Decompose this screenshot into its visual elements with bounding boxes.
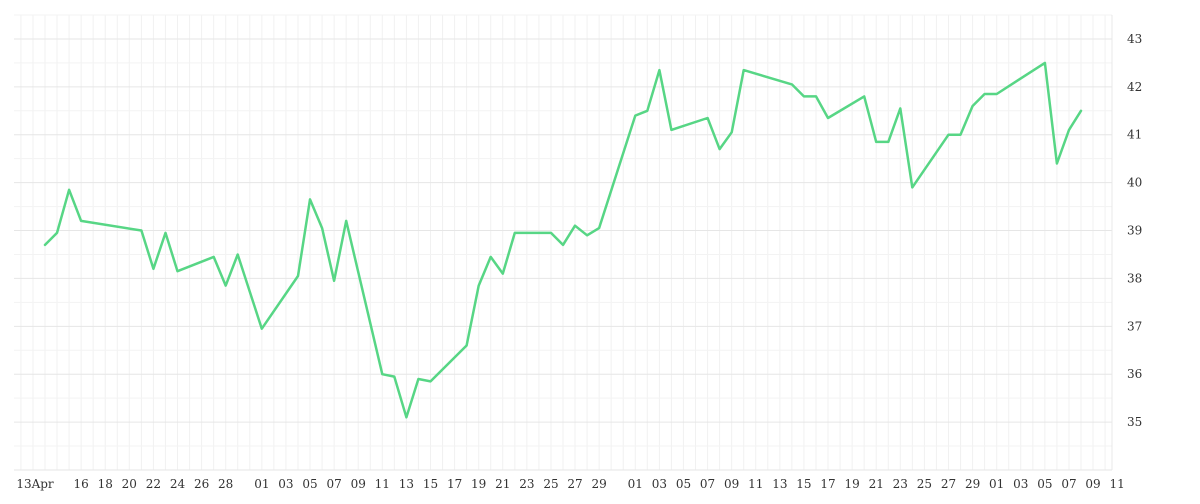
y-tick-label: 38 (1127, 271, 1142, 285)
x-tick-label: 23 (893, 477, 908, 491)
y-tick-label: 36 (1127, 367, 1142, 381)
y-tick-label: 43 (1127, 32, 1142, 46)
x-tick-label: 11 (375, 477, 390, 491)
y-tick-label: 41 (1127, 128, 1142, 142)
x-tick-label: 09 (724, 477, 739, 491)
x-tick-label: 22 (146, 477, 161, 491)
x-tick-label: 03 (278, 477, 293, 491)
y-tick-label: 42 (1127, 80, 1142, 94)
x-tick-label: 16 (73, 477, 88, 491)
axes: 35 36 37 38 39 40 41 42 43 13Apr 16 18 20 22 24 26 28 01 0… (16, 15, 1142, 491)
x-tick-label: 19 (844, 477, 859, 491)
x-tick-label: 24 (170, 477, 186, 491)
x-tick-label: 11 (748, 477, 763, 491)
x-tick-label: 07 (1061, 477, 1076, 491)
y-tick-label: 35 (1127, 415, 1142, 429)
x-tick-label: 15 (423, 477, 438, 491)
x-tick-label: 26 (194, 477, 209, 491)
x-tick-label: 29 (591, 477, 606, 491)
series (43, 61, 1083, 419)
x-tick-label: 05 (676, 477, 691, 491)
x-tick-label: 13 (399, 477, 414, 491)
x-tick-label: 23 (519, 477, 534, 491)
x-tick-label: 27 (941, 477, 956, 491)
x-tick-label: 27 (567, 477, 582, 491)
x-tick-label: 17 (820, 477, 835, 491)
x-tick-label: 05 (302, 477, 317, 491)
x-tick-label: 18 (98, 477, 113, 491)
x-tick-label: 28 (218, 477, 233, 491)
x-tick-label: 13 (772, 477, 787, 491)
x-tick-label: 05 (1037, 477, 1052, 491)
grid (14, 14, 1112, 471)
x-tick-label: 20 (122, 477, 137, 491)
x-tick-label: 01 (628, 477, 643, 491)
x-tick-label: 01 (989, 477, 1004, 491)
x-tick-label: 03 (1013, 477, 1028, 491)
y-tick-label: 39 (1127, 224, 1142, 238)
x-tick-label: 11 (1109, 477, 1124, 491)
x-tick-label: 25 (543, 477, 558, 491)
x-tick-label: 09 (351, 477, 366, 491)
y-tick-label: 40 (1127, 176, 1142, 190)
series-line (43, 61, 1083, 419)
x-tick-label: 29 (965, 477, 980, 491)
x-tick-label: 07 (326, 477, 341, 491)
x-tick-label: 07 (700, 477, 715, 491)
x-tick-label: 21 (495, 477, 510, 491)
x-tick-label: 13Apr (16, 477, 54, 491)
x-tick-label: 19 (471, 477, 486, 491)
x-tick-label: 09 (1085, 477, 1100, 491)
x-tick-label: 15 (796, 477, 811, 491)
x-tick-label: 01 (254, 477, 269, 491)
x-tick-label: 17 (447, 477, 462, 491)
x-tick-label: 25 (917, 477, 932, 491)
x-tick-label: 21 (869, 477, 884, 491)
x-tick-label: 03 (652, 477, 667, 491)
y-tick-label: 37 (1127, 319, 1142, 333)
